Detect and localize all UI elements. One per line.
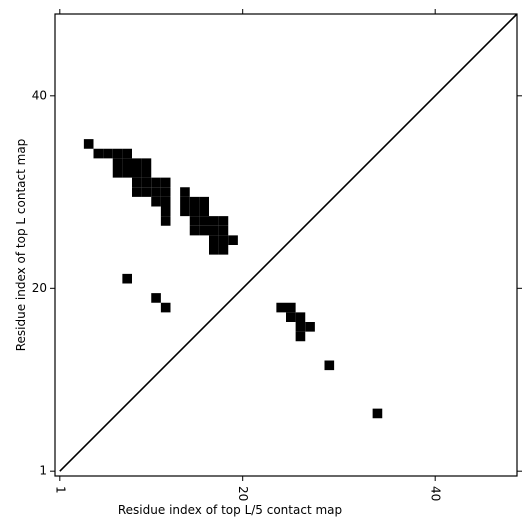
contact-cell <box>160 196 171 207</box>
contact-cell <box>132 158 142 168</box>
contact-cell <box>286 302 296 313</box>
y-tick-label: 40 <box>32 88 47 102</box>
contact-cell <box>112 158 123 168</box>
contact-cell <box>199 225 209 236</box>
contact-cell <box>295 331 306 342</box>
contact-cell <box>295 322 306 332</box>
contact-cell <box>93 148 104 159</box>
contact-cell <box>295 312 306 322</box>
contact-cell <box>132 187 142 197</box>
contact-cell <box>112 148 123 159</box>
contact-cell <box>160 177 171 188</box>
contact-cell <box>141 168 152 178</box>
contact-cell <box>324 360 335 371</box>
contact-cell <box>199 206 209 217</box>
contact-cell <box>372 408 383 419</box>
contact-cell <box>141 177 152 188</box>
contact-cell <box>218 235 229 245</box>
contact-cell <box>286 312 296 322</box>
x-tick-label: 1 <box>53 486 67 494</box>
contact-cell <box>209 235 219 245</box>
contact-cell <box>160 216 171 226</box>
contact-cell <box>305 322 315 332</box>
contact-cell <box>141 187 152 197</box>
contact-cell <box>122 168 132 178</box>
contact-cell <box>189 225 200 236</box>
contact-cell <box>122 148 132 159</box>
contact-cell <box>160 302 171 313</box>
x-tick-label: 40 <box>429 486 443 501</box>
contact-cell <box>209 245 219 255</box>
contact-cell <box>180 206 190 217</box>
y-tick-label: 1 <box>39 464 47 478</box>
plot-frame <box>54 13 518 477</box>
contact-cell <box>141 158 152 168</box>
x-tick-label: 20 <box>236 486 250 501</box>
contact-cell <box>83 139 94 149</box>
contact-cell <box>218 225 229 236</box>
contact-cell <box>209 216 219 226</box>
contact-cell <box>228 235 238 245</box>
contact-cell <box>160 187 171 197</box>
contact-cell <box>160 206 171 217</box>
contact-cell <box>276 302 286 313</box>
contact-cell <box>180 187 190 197</box>
contact-cell <box>151 187 161 197</box>
contact-cell <box>151 293 161 303</box>
y-tick-label: 20 <box>32 281 47 295</box>
contact-cell <box>189 206 200 217</box>
contact-cell <box>132 168 142 178</box>
contact-cell <box>189 216 200 226</box>
contact-cell <box>180 196 190 207</box>
diagonal-line <box>59 13 518 472</box>
y-axis-label: Residue index of top L contact map <box>14 139 28 352</box>
contact-cell <box>151 177 161 188</box>
contact-cell <box>199 196 209 207</box>
contact-cell <box>132 177 142 188</box>
contact-cell <box>189 196 200 207</box>
contact-cell <box>112 168 123 178</box>
contact-cell <box>209 225 219 236</box>
contact-cell <box>199 216 209 226</box>
contact-cell <box>218 216 229 226</box>
contact-cell <box>103 148 113 159</box>
x-axis-label: Residue index of top L/5 contact map <box>118 503 342 517</box>
contact-cell <box>218 245 229 255</box>
contact-cell <box>122 273 132 284</box>
contact-cell <box>122 158 132 168</box>
contact-cell <box>151 196 161 207</box>
